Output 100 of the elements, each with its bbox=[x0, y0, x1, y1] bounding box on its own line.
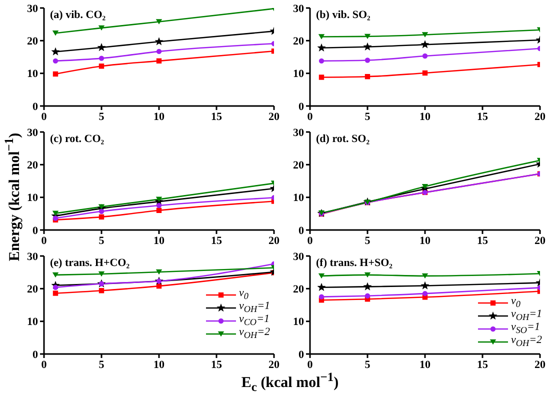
point bbox=[52, 210, 59, 216]
point bbox=[98, 208, 104, 214]
x-axis-title: E$_{c}$ (kcal mol$^{−1}$) bbox=[240, 370, 340, 393]
point bbox=[317, 43, 326, 52]
x-tick-label: 20 bbox=[268, 234, 280, 247]
chart-title: (a) vib. CO₂ bbox=[50, 9, 106, 21]
y-tick-label: 0 bbox=[32, 100, 38, 113]
legend-label: v$_{CO}$=1 bbox=[238, 313, 270, 328]
point bbox=[98, 56, 104, 61]
point bbox=[318, 74, 324, 80]
y-tick-label: 30 bbox=[27, 2, 38, 15]
x-tick-label: 0 bbox=[41, 358, 48, 371]
x-tick-label: 0 bbox=[41, 110, 48, 123]
point bbox=[422, 184, 428, 190]
x-tick-label: 10 bbox=[154, 358, 165, 371]
chart-title: (f) trans. H+SO₂ bbox=[316, 257, 392, 269]
legend-label: v$_{OH}$=2 bbox=[238, 326, 270, 341]
y-tick-label: 10 bbox=[293, 316, 304, 328]
y-tick-label: 10 bbox=[27, 192, 38, 204]
y-tick-label: 10 bbox=[27, 316, 38, 328]
legend-label: v$_{0}$ bbox=[510, 295, 520, 310]
point bbox=[98, 25, 105, 31]
x-tick-label: 0 bbox=[307, 110, 314, 123]
point bbox=[156, 196, 162, 202]
x-tick-label: 10 bbox=[420, 110, 431, 123]
point bbox=[51, 47, 60, 56]
x-tick-label: 5 bbox=[364, 110, 371, 123]
y-tick-label: 0 bbox=[298, 348, 304, 361]
point bbox=[98, 204, 105, 210]
chart-title: (e) trans. H+CO₂ bbox=[50, 257, 130, 269]
y-tick-label: 20 bbox=[293, 284, 304, 296]
y-tick-label: 10 bbox=[293, 192, 304, 204]
x-tick-label: 10 bbox=[420, 234, 431, 247]
point bbox=[364, 58, 370, 63]
chart-title: (b) vib. SO₂ bbox=[316, 9, 370, 21]
x-tick-label: 5 bbox=[364, 358, 371, 371]
x-tick-label: 15 bbox=[211, 234, 222, 247]
y-tick-label: 30 bbox=[293, 250, 304, 263]
point bbox=[156, 208, 162, 213]
y-tick-label: 30 bbox=[293, 126, 304, 139]
point bbox=[364, 272, 371, 278]
point bbox=[318, 58, 324, 64]
point bbox=[318, 294, 324, 300]
point bbox=[422, 32, 428, 38]
point bbox=[52, 284, 58, 290]
y-tick-label: 30 bbox=[27, 126, 38, 139]
point bbox=[98, 214, 104, 220]
x-tick-label: 0 bbox=[307, 358, 314, 371]
point bbox=[318, 273, 325, 279]
point bbox=[52, 58, 58, 64]
point bbox=[364, 74, 370, 80]
point bbox=[52, 30, 59, 36]
legend-label: v$_{OH}$=1 bbox=[510, 308, 542, 323]
x-tick-label: 10 bbox=[420, 358, 431, 371]
y-tick-label: 10 bbox=[27, 68, 38, 80]
x-tick-label: 15 bbox=[477, 358, 488, 371]
legend-label: v$_{SO}$=1 bbox=[510, 321, 540, 336]
x-tick-label: 10 bbox=[154, 234, 165, 247]
point bbox=[156, 269, 162, 275]
point bbox=[318, 34, 325, 40]
x-tick-label: 20 bbox=[534, 234, 546, 247]
point bbox=[422, 273, 428, 279]
point bbox=[98, 64, 104, 69]
point bbox=[156, 48, 162, 54]
chart-title: (c) rot. CO₂ bbox=[50, 133, 104, 145]
y-tick-label: 10 bbox=[293, 68, 304, 80]
point bbox=[422, 70, 428, 76]
point bbox=[156, 202, 162, 208]
y-tick-label: 0 bbox=[32, 348, 38, 361]
x-tick-label: 10 bbox=[154, 110, 165, 123]
point bbox=[52, 272, 59, 278]
x-tick-label: 5 bbox=[98, 234, 105, 247]
x-tick-label: 0 bbox=[41, 234, 48, 247]
x-tick-label: 15 bbox=[211, 110, 222, 123]
point bbox=[52, 290, 58, 296]
point bbox=[154, 37, 164, 46]
x-tick-label: 15 bbox=[477, 110, 488, 123]
legend-label: v$_{0}$ bbox=[238, 287, 248, 302]
x-tick-label: 20 bbox=[534, 110, 546, 123]
legend-label: v$_{OH}$=2 bbox=[510, 334, 542, 349]
x-tick-label: 15 bbox=[211, 358, 222, 371]
point bbox=[156, 19, 162, 24]
chart-title: (d) rot. SO₂ bbox=[316, 133, 370, 145]
y-tick-label: 30 bbox=[27, 250, 38, 263]
x-tick-label: 20 bbox=[268, 110, 280, 123]
x-tick-label: 5 bbox=[98, 110, 105, 123]
y-tick-label: 20 bbox=[27, 36, 38, 48]
point bbox=[97, 43, 106, 52]
y-tick-label: 20 bbox=[27, 160, 38, 172]
point bbox=[420, 281, 430, 290]
x-tick-label: 15 bbox=[477, 234, 488, 247]
point bbox=[98, 288, 104, 294]
x-tick-label: 0 bbox=[307, 234, 314, 247]
x-tick-label: 20 bbox=[534, 358, 546, 371]
y-tick-label: 0 bbox=[298, 224, 304, 237]
legend-label: v$_{OH}$=1 bbox=[238, 300, 270, 315]
y-tick-label: 0 bbox=[32, 224, 38, 237]
x-tick-label: 5 bbox=[98, 358, 105, 371]
x-tick-label: 20 bbox=[268, 358, 280, 371]
y-tick-label: 20 bbox=[293, 36, 304, 48]
